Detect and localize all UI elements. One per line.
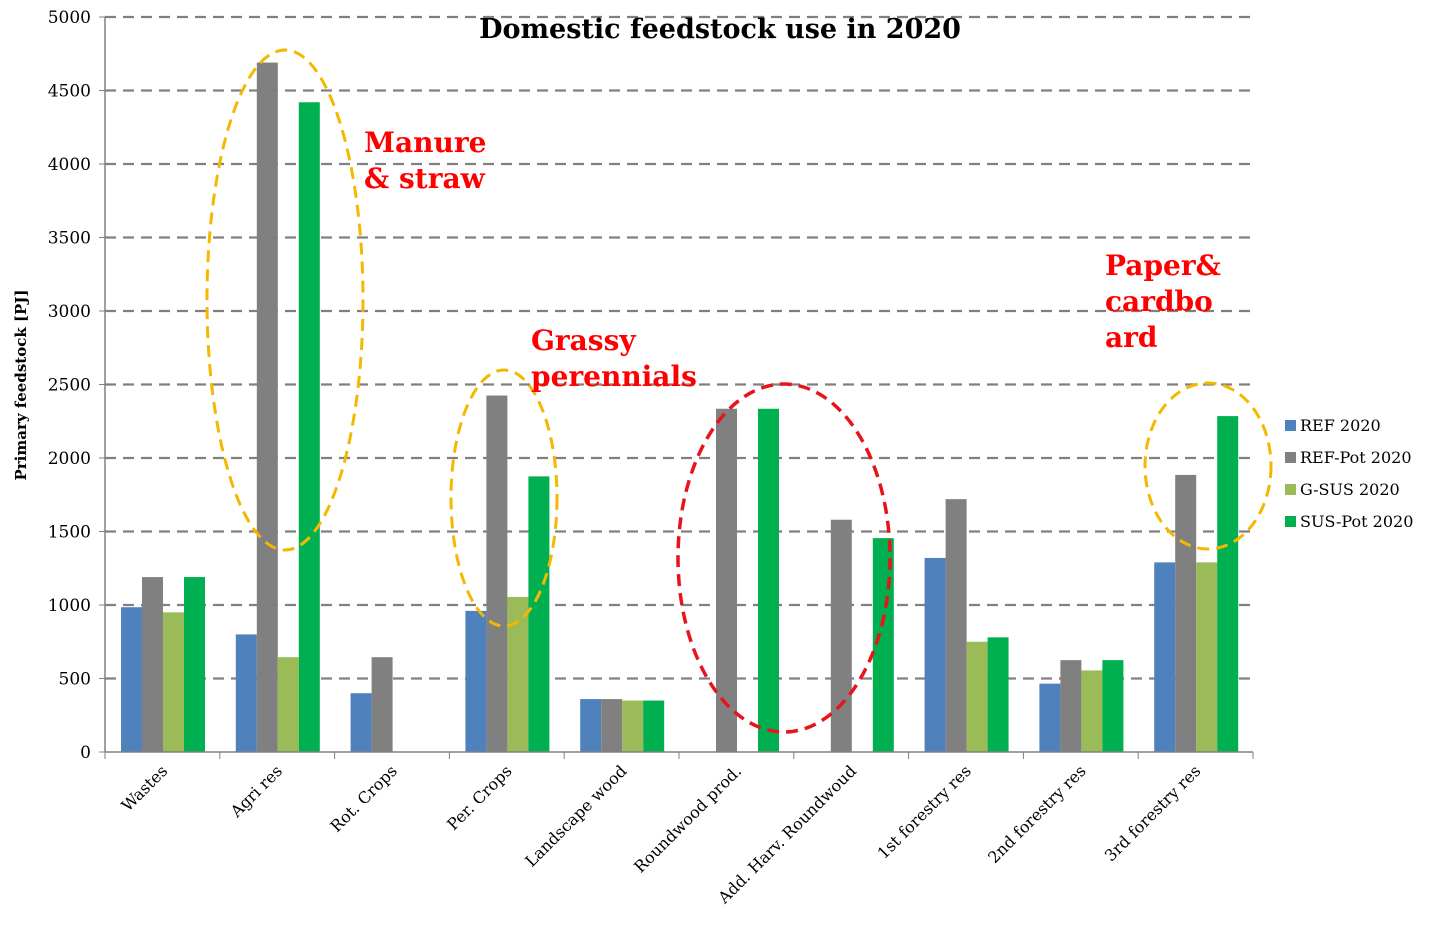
y-tick-label: 4000: [48, 155, 91, 175]
bar: [945, 499, 967, 752]
bar: [256, 62, 278, 752]
highlight-ellipses: [205, 48, 1273, 734]
annotation-text: Manure: [364, 126, 486, 159]
annotation-text: ard: [1105, 321, 1157, 354]
x-tick-label: Per. Crops: [443, 761, 516, 834]
y-tick-label: 500: [59, 670, 91, 690]
legend-label: G-SUS 2020: [1300, 480, 1400, 499]
y-tick-label: 0: [80, 743, 91, 763]
bar: [1154, 562, 1176, 752]
bar: [1039, 683, 1061, 752]
legend-label: REF-Pot 2020: [1300, 448, 1412, 467]
chart-title: Domestic feedstock use in 2020: [479, 14, 961, 45]
bar: [872, 538, 894, 752]
bar: [184, 577, 205, 752]
y-tick-label: 3000: [48, 302, 91, 322]
y-tick-label: 4500: [48, 82, 91, 102]
bar: [1217, 416, 1239, 752]
highlight-ellipse: [676, 382, 892, 734]
y-tick-label: 1000: [48, 596, 91, 616]
highlight-ellipse: [449, 368, 559, 628]
bar: [465, 610, 487, 752]
bar: [1081, 670, 1103, 752]
legend-swatch: [1285, 452, 1296, 463]
x-tick-label: 2nd forestry res: [984, 761, 1090, 867]
bar: [350, 693, 372, 752]
bar: [1060, 660, 1082, 752]
bar: [987, 637, 1009, 752]
x-tick-label: Landscape wood: [521, 761, 630, 870]
x-tick-label: Roundwood prod.: [630, 761, 745, 876]
bar: [507, 596, 529, 752]
legend: REF 2020 REF-Pot 2020 G-SUS 2020 SUS-Pot 20…: [1285, 416, 1413, 531]
y-tick-label: 5000: [48, 8, 91, 28]
annotation-text: & straw: [364, 162, 486, 195]
bar: [622, 700, 644, 752]
annotation-text: perennials: [531, 360, 697, 393]
x-tick-label: 3rd forestry res: [1101, 761, 1205, 865]
legend-swatch: [1285, 420, 1296, 431]
bar: [371, 657, 393, 752]
bar: [924, 557, 946, 752]
y-tick-label: 2500: [48, 376, 91, 396]
y-tick-label: 2000: [48, 449, 91, 469]
bar: [528, 476, 550, 752]
y-tick-labels: 0 500 1000 1500 2000 2500 3000 3500 4000 4500 5000: [48, 8, 105, 763]
bar-marks: [121, 62, 1239, 752]
y-tick-label: 3500: [48, 229, 91, 249]
bar: [643, 700, 665, 752]
annotation-text: cardbo: [1105, 285, 1213, 318]
bar: [1102, 660, 1124, 752]
highlight-ellipse: [1143, 381, 1273, 551]
bar: [966, 641, 988, 752]
bar: [601, 699, 623, 752]
bar: [486, 395, 508, 752]
x-tick-label: 1st forestry res: [873, 761, 974, 862]
bar: [1175, 474, 1197, 752]
y-tick-label: 1500: [48, 523, 91, 543]
bar: [163, 612, 184, 752]
bar: [277, 657, 299, 752]
annotation-text: Paper&: [1105, 249, 1221, 282]
bar: [580, 699, 602, 752]
bar: [1196, 562, 1218, 752]
legend-swatch: [1285, 484, 1296, 495]
legend-label: REF 2020: [1300, 416, 1381, 435]
y-axis-label: Primary feedstock [PJ]: [12, 289, 30, 480]
bar: [830, 519, 852, 752]
axes: [104, 17, 1254, 759]
bar: [142, 577, 163, 752]
bar: [121, 607, 142, 752]
legend-label: SUS-Pot 2020: [1300, 512, 1413, 531]
x-tick-label: Wastes: [118, 761, 172, 815]
annotation-text: Grassy: [531, 324, 636, 357]
highlight-ellipse: [205, 48, 365, 552]
bar: [716, 408, 737, 752]
x-tick-label: Rot. Crops: [326, 761, 400, 835]
legend-swatch: [1285, 516, 1296, 527]
bar: [235, 634, 257, 752]
bar: [298, 102, 320, 752]
bar: [758, 408, 779, 752]
x-tick-label: Agri res: [226, 761, 286, 821]
x-tick-labels: Wastes Agri res Rot. Crops Per. Crops Landsc…: [118, 761, 1205, 907]
